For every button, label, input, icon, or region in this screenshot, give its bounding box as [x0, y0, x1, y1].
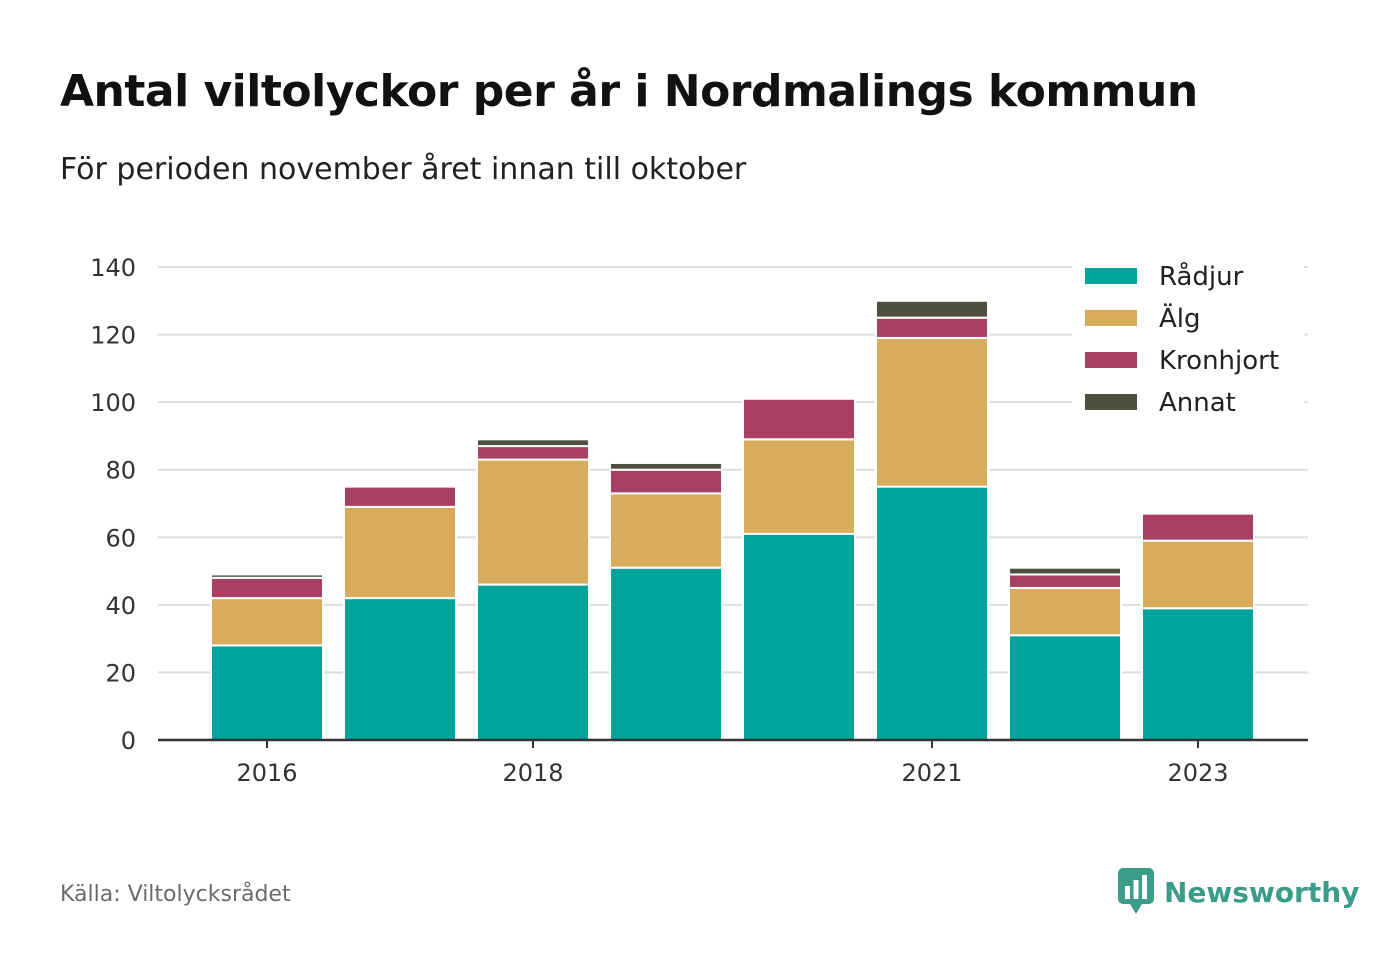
bar-segment	[343, 505, 457, 600]
chart-subtitle: För perioden november året innan till ok…	[60, 152, 747, 187]
bar-segment	[1141, 539, 1255, 610]
chart-title: Antal viltolyckor per år i Nordmalings k…	[60, 66, 1198, 117]
y-tick-label: 100	[90, 389, 136, 417]
brand-logo: Newsworthy	[1118, 868, 1359, 916]
y-axis-tick-labels: 0 20 40 60 80 100 120 140	[90, 254, 136, 755]
bar-segment	[609, 461, 723, 471]
y-tick-label: 0	[121, 727, 136, 755]
legend-swatch	[1085, 394, 1137, 410]
legend-swatch	[1085, 352, 1137, 368]
y-tick-label: 20	[105, 659, 136, 687]
bar-segment	[1008, 586, 1122, 637]
bar-segment	[609, 468, 723, 495]
legend-label: Annat	[1159, 388, 1236, 418]
x-tick-label: 2021	[901, 759, 962, 787]
bar-segment	[609, 492, 723, 569]
y-tick-label: 60	[105, 524, 136, 552]
brand-name: Newsworthy	[1164, 875, 1360, 909]
bar-segment	[343, 485, 457, 508]
bars	[210, 299, 1255, 742]
legend: Rådjur Älg Kronhjort Annat	[1072, 256, 1304, 418]
x-axis-tick-labels: 2016 2018 2021 2023	[236, 740, 1229, 787]
legend-label: Älg	[1159, 302, 1201, 334]
bar-segment	[476, 438, 590, 448]
y-tick-label: 120	[90, 322, 136, 350]
source-note: Källa: Viltolycksrådet	[60, 882, 291, 907]
bar-segment	[210, 644, 324, 742]
legend-label: Rådjur	[1159, 261, 1244, 292]
legend-swatch	[1085, 310, 1137, 326]
stacked-bar-chart: 0 20 40 60 80 100 120 140 2016 2018 2021 2023 Rådj…	[90, 254, 1308, 787]
bar-segment	[609, 566, 723, 742]
bar-segment	[476, 583, 590, 741]
bar-segment	[210, 573, 324, 579]
legend-swatch	[1085, 268, 1137, 284]
x-tick-label: 2018	[502, 759, 563, 787]
newsworthy-logo-icon	[1118, 868, 1154, 914]
bar-segment	[742, 532, 856, 742]
bar-segment	[742, 438, 856, 535]
bar-segment	[476, 445, 590, 461]
bar-segment	[875, 485, 989, 741]
bar-segment	[1141, 512, 1255, 542]
bar-segment	[1008, 566, 1122, 576]
x-tick-label: 2023	[1167, 759, 1228, 787]
x-tick-label: 2016	[236, 759, 297, 787]
bar-segment	[1141, 607, 1255, 741]
bar-segment	[210, 576, 324, 600]
bar-segment	[1008, 573, 1122, 589]
bar-segment	[875, 299, 989, 319]
bar-segment	[343, 597, 457, 741]
y-tick-label: 40	[105, 592, 136, 620]
bar-segment	[875, 316, 989, 339]
bar-segment	[1008, 634, 1122, 741]
bar-segment	[742, 397, 856, 441]
y-tick-label: 80	[105, 457, 136, 485]
bar-segment	[210, 597, 324, 647]
legend-label: Kronhjort	[1159, 346, 1279, 376]
y-tick-label: 140	[90, 254, 136, 282]
bar-segment	[476, 458, 590, 586]
bar-segment	[875, 336, 989, 488]
